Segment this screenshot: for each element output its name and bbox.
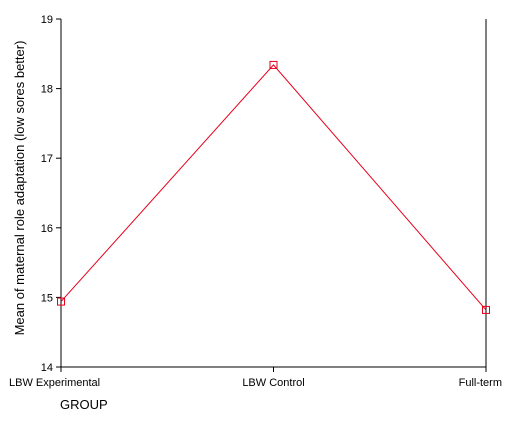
y-tick-label: 14 [41,362,53,374]
series-group [57,60,490,314]
x-tick-label: LBW Experimental [9,377,100,389]
y-tick-label: 16 [41,223,53,235]
data-point-marker [269,60,278,69]
x-axis-title: GROUP [60,397,108,412]
data-point-marker [482,305,490,314]
series-line [60,64,487,311]
y-tick-label: 17 [41,153,53,165]
y-axis-title: Mean of maternal role adaptation (low so… [12,41,27,336]
y-axis-ticks: 14 15 16 17 18 19 [41,14,61,374]
x-tick-label: LBW Control [242,377,304,389]
x-axis-ticks: LBW Experimental LBW Control Full-term [9,367,502,389]
y-tick-label: 15 [41,292,53,304]
y-tick-label: 18 [41,84,53,96]
y-tick-label: 19 [41,14,53,26]
axes [60,19,487,368]
data-point-marker [57,297,65,306]
x-tick-label: Full-term [459,377,502,389]
